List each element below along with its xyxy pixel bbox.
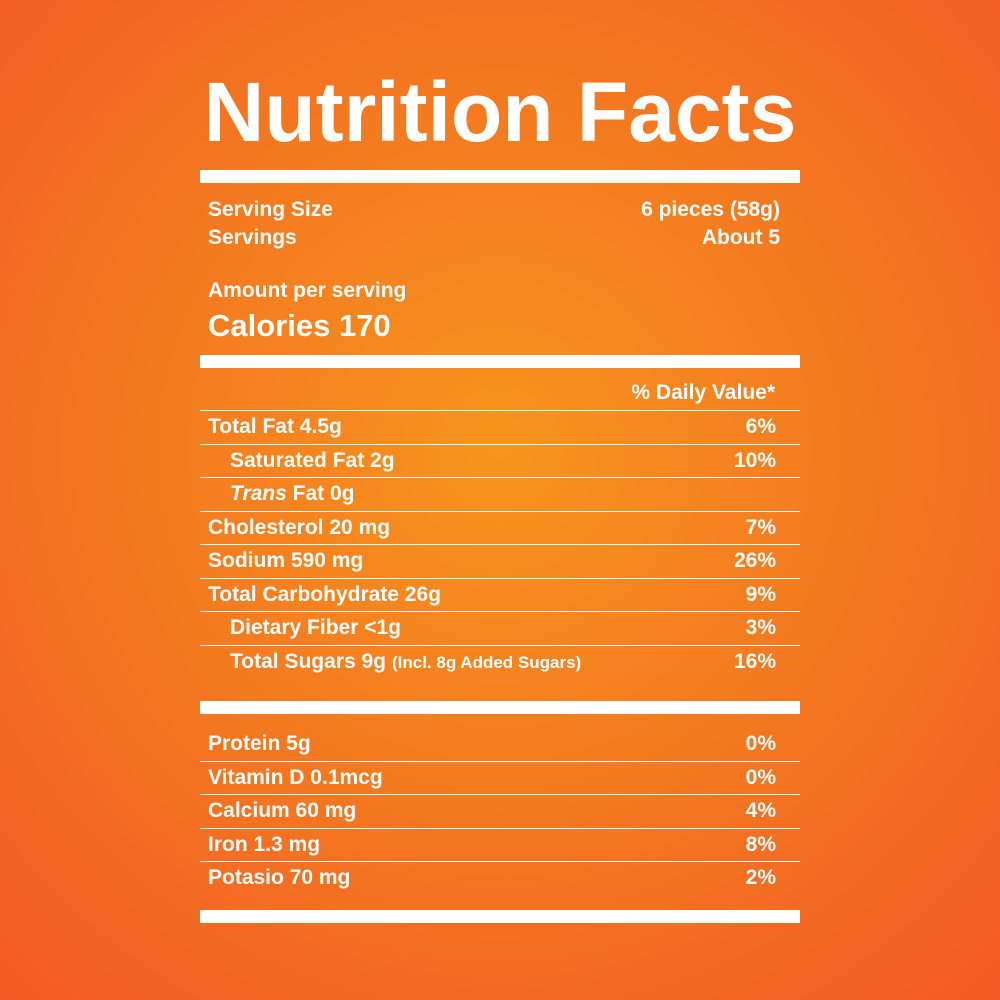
nutrient-dv: 0% (745, 765, 776, 789)
nutrient-name: Cholesterol 20 mg (208, 515, 391, 539)
nutrient-name: Vitamin D 0.1mcg (208, 765, 383, 789)
nutrient-name: Dietary Fiber <1g (230, 616, 401, 640)
daily-value-header: % Daily Value* (631, 381, 775, 404)
nutrient-dv: 10% (733, 448, 776, 472)
nutrient-row: Trans Fat 0g (200, 477, 800, 511)
thick-divider (200, 355, 800, 368)
nutrient-dv: 2% (745, 866, 776, 890)
servings-value: About 5 (701, 226, 780, 249)
servings-label: Servings (208, 226, 297, 249)
nutrient-dv: 9% (745, 582, 776, 606)
amount-per-serving: Amount per serving (208, 279, 407, 302)
nutrient-row: Calcium 60 mg 4% (200, 794, 800, 828)
nutrient-dv: 16% (733, 649, 776, 673)
nutrient-name: Total Carbohydrate 26g (208, 582, 441, 606)
nutrient-dv: 26% (733, 549, 776, 573)
nutrient-row: Sodium 590 mg 26% (200, 544, 800, 578)
nutrient-name: Saturated Fat 2g (230, 448, 395, 472)
nutrient-row: Dietary Fiber <1g 3% (200, 611, 800, 645)
servings-row: Servings About 5 (208, 224, 780, 252)
serving-size-value: 6 pieces (58g) (641, 198, 780, 221)
nutrient-row: Total Sugars 9g (Incl. 8g Added Sugars) 16… (200, 644, 800, 679)
nutrient-name: Iron 1.3 mg (208, 832, 321, 856)
trans-label: Trans (230, 482, 287, 506)
nutrient-name: Total Sugars 9g (Incl. 8g Added Sugars) (208, 650, 581, 674)
nutrient-dv: 6% (745, 415, 776, 439)
thick-divider (200, 170, 800, 183)
nutrient-name: Potasio 70 mg (208, 866, 351, 890)
nutrient-dv: 0% (745, 731, 776, 755)
nutrient-row: Potasio 70 mg 2% (200, 861, 800, 895)
serving-size-row: Serving Size 6 pieces (58g) (208, 196, 780, 224)
trans-fat-text: Fat 0g (286, 482, 355, 506)
calories: Calories 170 (208, 308, 391, 343)
title: Nutrition Facts (203, 65, 797, 159)
nutrient-row: Vitamin D 0.1mcg 0% (200, 760, 800, 795)
nutrient-list: Total Fat 4.5g 6% Saturated Fat 2g 10% Tra… (200, 410, 800, 678)
thick-divider (200, 910, 800, 923)
nutrient-row: Cholesterol 20 mg 7% (200, 510, 800, 545)
nutrient-row: Iron 1.3 mg 8% (200, 827, 800, 862)
nutrient-name: Protein 5g (208, 731, 311, 755)
sugars-text: Total Sugars 9g (230, 649, 386, 673)
nutrient-row: Saturated Fat 2g 10% (200, 443, 800, 478)
nutrient-dv: 8% (745, 832, 776, 856)
nutrient-row: Protein 5g 0% (200, 727, 800, 761)
nutrient-row: Total Carbohydrate 26g 9% (200, 577, 800, 612)
nutrient-dv: 7% (745, 515, 776, 539)
nutrient-row: Total Fat 4.5g 6% (200, 410, 800, 444)
nutrient-dv: 4% (745, 799, 776, 823)
nutrient-name: Sodium 590 mg (208, 549, 364, 573)
nutrient-name: Calcium 60 mg (208, 799, 357, 823)
nutrient-dv: 3% (745, 616, 776, 640)
nutrient-name: Trans Fat 0g (208, 482, 355, 506)
micronutrient-list: Protein 5g 0% Vitamin D 0.1mcg 0% Calcium … (200, 727, 800, 895)
serving-size-label: Serving Size (208, 198, 333, 221)
nutrient-name: Total Fat 4.5g (208, 415, 342, 439)
thick-divider (200, 701, 800, 714)
added-sugars-note: (Incl. 8g Added Sugars) (391, 652, 582, 672)
